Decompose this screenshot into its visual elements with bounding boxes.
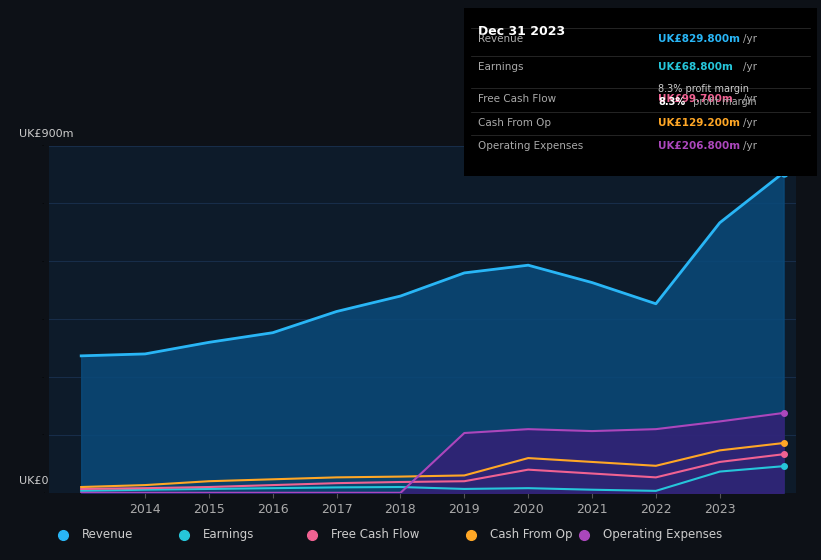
Text: UK£68.800m: UK£68.800m (658, 62, 733, 72)
Text: Dec 31 2023: Dec 31 2023 (478, 25, 565, 38)
Text: Cash From Op: Cash From Op (490, 528, 572, 542)
Text: /yr: /yr (743, 94, 757, 104)
Text: Revenue: Revenue (478, 34, 523, 44)
Text: Earnings: Earnings (478, 62, 524, 72)
Text: UK£829.800m: UK£829.800m (658, 34, 740, 44)
Text: UK£99.700m: UK£99.700m (658, 94, 733, 104)
Text: /yr: /yr (743, 141, 757, 151)
Text: profit margin: profit margin (690, 97, 756, 108)
Text: Revenue: Revenue (82, 528, 133, 542)
Text: /yr: /yr (743, 62, 757, 72)
Text: Operating Expenses: Operating Expenses (603, 528, 722, 542)
Text: Free Cash Flow: Free Cash Flow (331, 528, 420, 542)
Text: Free Cash Flow: Free Cash Flow (478, 94, 556, 104)
Text: UK£129.200m: UK£129.200m (658, 118, 740, 128)
Text: UK£900m: UK£900m (20, 129, 74, 139)
Text: 8.3%: 8.3% (658, 97, 686, 108)
Text: /yr: /yr (743, 118, 757, 128)
Text: Cash From Op: Cash From Op (478, 118, 551, 128)
Text: Operating Expenses: Operating Expenses (478, 141, 583, 151)
Text: Earnings: Earnings (203, 528, 255, 542)
Text: 8.3% profit margin: 8.3% profit margin (658, 84, 749, 94)
Text: UK£206.800m: UK£206.800m (658, 141, 741, 151)
Text: /yr: /yr (743, 34, 757, 44)
Text: UK£0: UK£0 (20, 476, 49, 486)
